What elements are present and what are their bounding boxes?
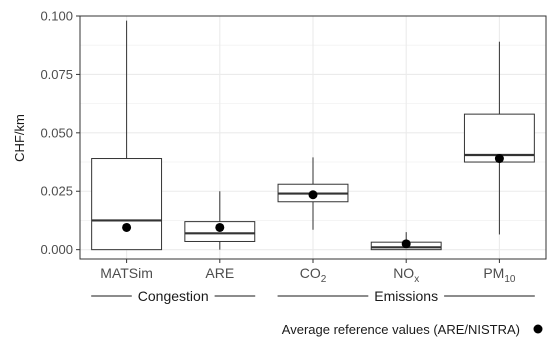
- legend: Average reference values (ARE/NISTRA): [282, 322, 543, 337]
- x-tick-label: MATSim: [100, 265, 153, 281]
- y-axis-title: CHF/km: [12, 114, 27, 162]
- box-body: [91, 158, 163, 251]
- x-tick-label: ARE: [205, 265, 234, 281]
- y-tick-label: 0.025: [40, 184, 73, 199]
- legend-label: Average reference values (ARE/NISTRA): [282, 322, 520, 337]
- box-0: [91, 20, 163, 251]
- group-label: Emissions: [374, 288, 438, 304]
- reference-point: [122, 222, 132, 232]
- y-axis-ticks: 0.000 0.025 0.050 0.075 0.100: [40, 9, 80, 257]
- reference-point: [215, 222, 225, 232]
- reference-point: [308, 190, 318, 200]
- group-label: Congestion: [138, 288, 209, 304]
- y-tick-label: 0.050: [40, 125, 73, 140]
- y-tick-label: 0.075: [40, 67, 73, 82]
- reference-point: [494, 154, 504, 164]
- x-tick-label: CO2: [300, 265, 327, 285]
- category-groups: Congestion Emissions: [91, 288, 535, 304]
- legend-marker: [533, 324, 543, 334]
- group-0: Congestion: [91, 288, 256, 304]
- x-tick-label: PM10: [483, 265, 516, 285]
- reference-points: [122, 154, 504, 249]
- x-tick-label: NOx: [393, 265, 419, 285]
- y-tick-label: 0.100: [40, 9, 73, 24]
- reference-point: [401, 239, 411, 249]
- y-tick-label: 0.000: [40, 242, 73, 257]
- group-1: Emissions: [277, 288, 535, 304]
- x-axis-ticks: MATSim ARE CO2 NOx PM10: [100, 259, 516, 285]
